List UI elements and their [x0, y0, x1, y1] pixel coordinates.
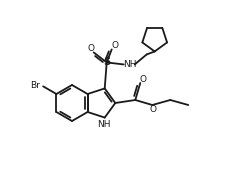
Text: O: O — [150, 106, 157, 114]
Text: O: O — [87, 44, 94, 53]
Text: NH: NH — [97, 120, 110, 129]
Text: Br: Br — [30, 81, 40, 90]
Text: NH: NH — [123, 60, 136, 69]
Text: O: O — [111, 41, 118, 50]
Text: O: O — [140, 74, 147, 84]
Text: S: S — [103, 58, 110, 67]
